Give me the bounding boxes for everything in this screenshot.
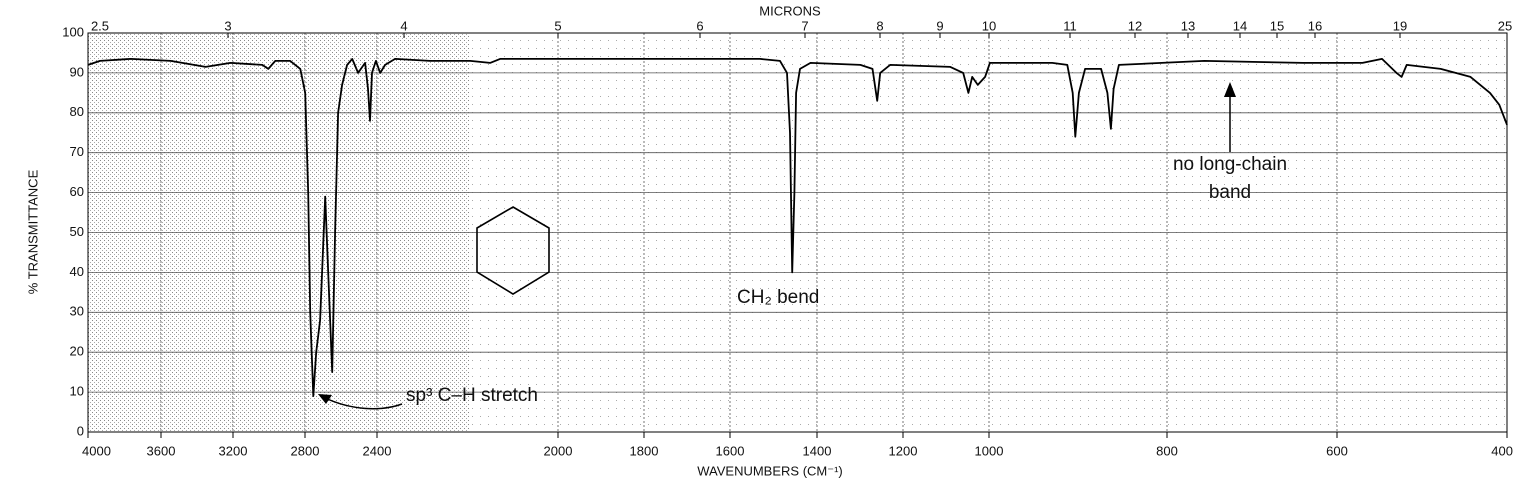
x2-tick-label: 16 bbox=[1308, 18, 1322, 33]
x-tick-label: 2400 bbox=[363, 443, 392, 458]
x2-tick-label: 3 bbox=[224, 18, 231, 33]
spectrum-line bbox=[87, 58, 1508, 397]
y-tick-label: 90 bbox=[70, 64, 84, 79]
x2-tick-label: 4 bbox=[400, 18, 407, 33]
x2-tick-label: 6 bbox=[696, 18, 703, 33]
x-tick-label: 3600 bbox=[147, 443, 176, 458]
annotation: sp³ C–H stretch bbox=[406, 385, 538, 406]
y-tick-label: 0 bbox=[77, 423, 84, 438]
x-tick-label: 1000 bbox=[975, 443, 1004, 458]
x-tick-label: 600 bbox=[1326, 443, 1348, 458]
y-tick-label: 50 bbox=[70, 224, 84, 239]
y-tick-label: 20 bbox=[70, 344, 84, 359]
x2-tick-label: 13 bbox=[1181, 18, 1195, 33]
x2-tick-label: 25 bbox=[1498, 18, 1512, 33]
y-tick-label: 100 bbox=[62, 24, 84, 39]
plot-frame bbox=[87, 32, 1508, 433]
y-tick-label: 60 bbox=[70, 184, 84, 199]
x-tick-label: 1600 bbox=[716, 443, 745, 458]
x-tick-label: 1400 bbox=[803, 443, 832, 458]
x2-tick-label: 12 bbox=[1128, 18, 1142, 33]
arrow-head bbox=[1224, 82, 1236, 97]
x2-tick-label: 15 bbox=[1270, 18, 1284, 33]
x2-axis-title: MICRONS bbox=[759, 3, 821, 18]
y-tick-label: 80 bbox=[70, 104, 84, 119]
annotation: CH₂ bend bbox=[737, 287, 819, 308]
x-tick-label: 400 bbox=[1491, 443, 1513, 458]
x-tick-label: 1800 bbox=[630, 443, 659, 458]
y-axis-title: % TRANSMITTANCE bbox=[25, 169, 40, 294]
x-tick-label: 2000 bbox=[544, 443, 573, 458]
x-tick-label: 4000 bbox=[82, 443, 111, 458]
x2-tick-label: 10 bbox=[982, 18, 996, 33]
x2-tick-label: 8 bbox=[876, 18, 883, 33]
annotation-arrow bbox=[322, 396, 403, 410]
y-tick-label: 30 bbox=[70, 304, 84, 319]
y-tick-label: 10 bbox=[70, 384, 84, 399]
x2-tick-label: 9 bbox=[936, 18, 943, 33]
y-tick-label: 40 bbox=[70, 264, 84, 279]
x2-tick-label: 2.5 bbox=[91, 18, 109, 33]
x2-tick-label: 11 bbox=[1063, 18, 1077, 33]
x-tick-label: 800 bbox=[1156, 443, 1178, 458]
x2-tick-label: 14 bbox=[1233, 18, 1247, 33]
cyclohexane-structure bbox=[476, 206, 550, 295]
x-axis-title: WAVENUMBERS (CM⁻¹) bbox=[697, 463, 843, 478]
x2-tick-label: 19 bbox=[1393, 18, 1407, 33]
x-tick-label: 1200 bbox=[889, 443, 918, 458]
annotation: band bbox=[1209, 182, 1251, 203]
y-tick-label: 70 bbox=[70, 144, 84, 159]
x-tick-label: 3200 bbox=[219, 443, 248, 458]
x-tick-label: 2800 bbox=[291, 443, 320, 458]
x2-tick-label: 5 bbox=[554, 18, 561, 33]
arrow-head bbox=[318, 394, 332, 404]
x2-tick-label: 7 bbox=[801, 18, 808, 33]
annotation: no long-chain bbox=[1173, 154, 1287, 175]
